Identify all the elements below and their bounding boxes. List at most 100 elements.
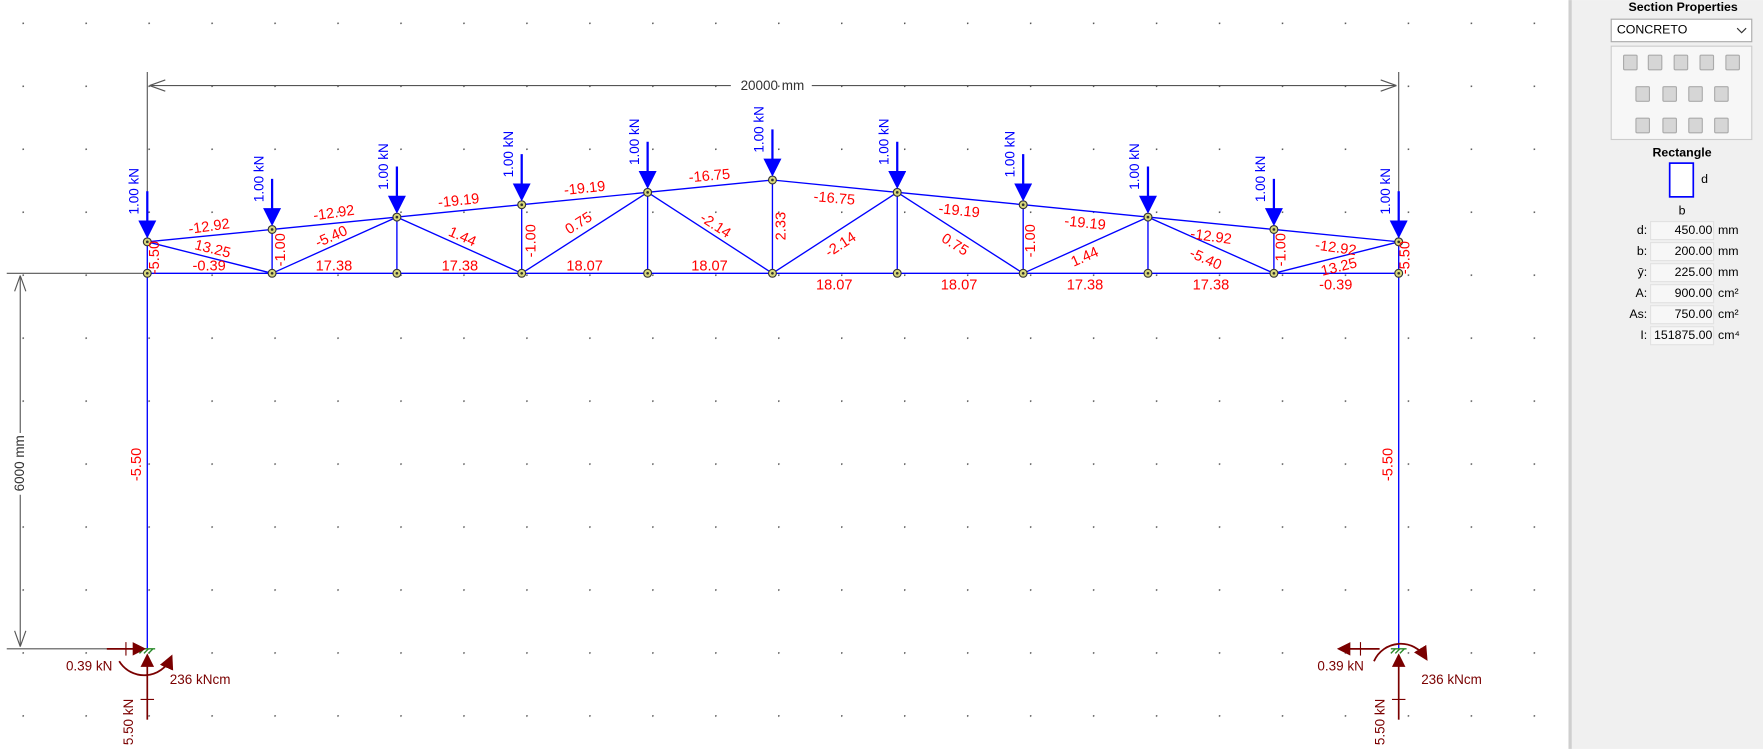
reaction-label: 5.50 kN (1372, 699, 1387, 745)
node-center (1397, 271, 1401, 275)
property-value: 450.00 (1675, 223, 1713, 237)
grid-dots (0, 0, 1569, 749)
member (772, 191, 898, 274)
member (647, 179, 773, 194)
dropdown-arrow (1736, 27, 1747, 34)
tool-icon[interactable] (1699, 54, 1715, 71)
reaction-label: 236 kNcm (170, 672, 231, 687)
tool-icon[interactable] (1688, 117, 1703, 134)
member (1147, 216, 1274, 231)
property-field (1650, 284, 1715, 304)
material-dropdown[interactable] (1610, 18, 1753, 43)
member-force: -1.00 (1023, 224, 1039, 257)
span-dimension: 20000 mm (741, 78, 805, 93)
reaction-label: 5.50 kN (121, 699, 136, 745)
member (521, 191, 648, 206)
load-label: 1.00 kN (1253, 156, 1268, 202)
node-center (1146, 215, 1150, 219)
node-center (1021, 203, 1025, 207)
member-force: -16.75 (813, 189, 856, 209)
tool-icon[interactable] (1623, 54, 1638, 71)
left-support (106, 642, 174, 720)
right-support (1336, 642, 1428, 720)
member (1147, 216, 1275, 274)
member (147, 228, 273, 243)
truss-nodes (142, 175, 1404, 278)
property-label: b: (1637, 244, 1647, 258)
member (396, 216, 522, 274)
shape-dim: d (1701, 172, 1708, 186)
node-center (520, 271, 524, 275)
member-force: 17.38 (316, 258, 353, 274)
tool-icon[interactable] (1635, 117, 1651, 134)
tool-icon[interactable] (1714, 117, 1729, 134)
member-force: 18.07 (816, 278, 853, 294)
property-label: I: (1640, 328, 1647, 342)
property-field (1650, 305, 1715, 325)
node-center (395, 271, 399, 275)
member-force: 17.38 (1067, 278, 1104, 294)
member (772, 179, 898, 194)
member-force: -19.19 (563, 179, 606, 199)
member-force: -12.92 (1189, 226, 1232, 248)
member-force: 2.33 (773, 212, 789, 240)
node-center (395, 215, 399, 219)
member-force: 17.38 (442, 258, 479, 274)
member-force: -0.39 (192, 258, 225, 274)
member-force: 18.07 (566, 258, 603, 274)
member (896, 191, 1024, 274)
node-center (895, 191, 899, 194)
member-force: -19.19 (437, 191, 480, 211)
reaction-label: 0.39 kN (66, 658, 112, 673)
load-label: 1.00 kN (1127, 143, 1142, 189)
shape-preview (1668, 162, 1695, 198)
member-force: -1.00 (273, 233, 289, 266)
splitter[interactable] (1568, 0, 1572, 749)
member (271, 216, 398, 274)
member (1023, 204, 1149, 218)
property-label: ȳ: (1638, 265, 1648, 279)
tool-icon[interactable] (1662, 86, 1677, 102)
reaction-label: 0.39 kN (1317, 658, 1363, 673)
member (147, 241, 273, 274)
member-force: -0.39 (1319, 278, 1352, 294)
node-center (646, 191, 649, 194)
property-value: 750.00 (1675, 307, 1713, 321)
node-center (771, 271, 774, 275)
panel-title: Section Properties (1629, 0, 1738, 14)
node-center (145, 271, 149, 275)
property-unit: cm⁴ (1718, 328, 1740, 342)
member (272, 216, 397, 231)
property-field (1650, 263, 1715, 283)
node-center (771, 178, 774, 182)
property-unit: cm² (1718, 307, 1739, 321)
tool-icon[interactable] (1673, 54, 1689, 71)
member-force: 18.07 (941, 278, 978, 294)
shape-name: Rectangle (1653, 145, 1712, 159)
member (647, 191, 773, 274)
node-center (270, 228, 274, 231)
shape-dim: b (1679, 204, 1686, 218)
tool-icon[interactable] (1714, 86, 1729, 102)
tool-icon[interactable] (1725, 54, 1740, 71)
member-force: 17.38 (1193, 278, 1230, 294)
property-value: 900.00 (1675, 286, 1713, 300)
tool-icon[interactable] (1688, 86, 1703, 102)
member-force: -1.00 (524, 224, 540, 257)
member-force: -5.50 (147, 241, 163, 274)
load-label: 1.00 kN (251, 156, 266, 202)
load-label: 1.00 kN (501, 131, 516, 177)
property-field (1650, 326, 1715, 346)
member (897, 191, 1024, 206)
point-loads: 1.00 kN 1.00 kN 1.00 kN 1.00 kN 1.00 kN 1.00 … (126, 106, 1408, 239)
load-label: 1.00 kN (876, 119, 891, 165)
load-label: 1.00 kN (752, 106, 767, 152)
member (1273, 228, 1399, 243)
property-list: d: 450.00 mm b: 200.00 mm ȳ: 225.00 mm A: 900.00 cm… (1629, 221, 1740, 346)
tool-icon[interactable] (1662, 117, 1677, 134)
property-value: 151875.00 (1654, 328, 1713, 342)
tool-icon[interactable] (1647, 54, 1663, 71)
reaction-label: 236 kNcm (1421, 672, 1482, 687)
tool-icon[interactable] (1635, 86, 1651, 102)
